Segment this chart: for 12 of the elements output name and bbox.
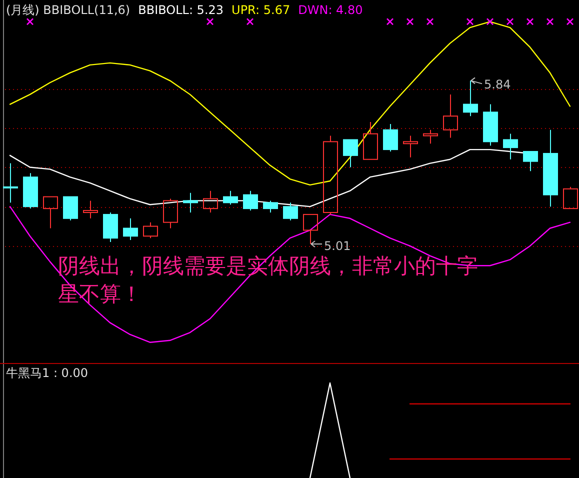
candlestick xyxy=(3,162,18,204)
annotation: 5.01 xyxy=(324,238,351,253)
text: UPR: 5.67 xyxy=(232,3,290,17)
chart-title: 牛黑马1 : 0.00 xyxy=(6,366,88,380)
text: BBIBOLL: 5.23 xyxy=(138,3,224,17)
candlestick xyxy=(543,129,558,208)
candlestick xyxy=(443,94,458,138)
text: DWN: 4.80 xyxy=(298,3,363,17)
candlestick xyxy=(83,200,98,219)
candlestick xyxy=(183,192,198,213)
annotation: 5.84 xyxy=(484,78,511,92)
chart-title: (月线) BBIBOLL(11,6) xyxy=(6,3,130,17)
